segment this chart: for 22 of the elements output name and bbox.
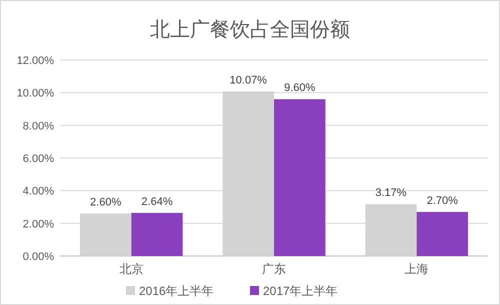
y-tick-label: 6.00% xyxy=(22,153,54,165)
x-tick-label: 北京 xyxy=(119,262,144,276)
x-tick-label: 上海 xyxy=(404,262,429,276)
bar xyxy=(131,212,183,256)
legend-label: 2017年上半年 xyxy=(263,284,338,298)
y-tick-label: 2.00% xyxy=(22,218,54,230)
bar xyxy=(274,99,326,256)
y-tick-label: 0.00% xyxy=(22,251,54,263)
y-tick-label: 4.00% xyxy=(22,186,54,198)
bar xyxy=(416,212,468,256)
y-tick-label: 10.00% xyxy=(16,88,54,100)
data-label: 2.60% xyxy=(90,196,122,209)
legend-label: 2016年上半年 xyxy=(139,284,214,298)
data-label: 2.64% xyxy=(141,196,173,208)
data-label: 3.17% xyxy=(375,187,407,200)
x-tick-label: 广东 xyxy=(262,262,286,276)
data-label: 9.60% xyxy=(284,82,316,94)
y-tick-label: 8.00% xyxy=(22,120,54,132)
data-label: 10.07% xyxy=(230,74,268,87)
y-tick-label: 12.00% xyxy=(16,55,54,67)
chart-title: 北上广餐饮占全国份额 xyxy=(150,19,350,41)
data-label: 2.70% xyxy=(426,194,458,207)
